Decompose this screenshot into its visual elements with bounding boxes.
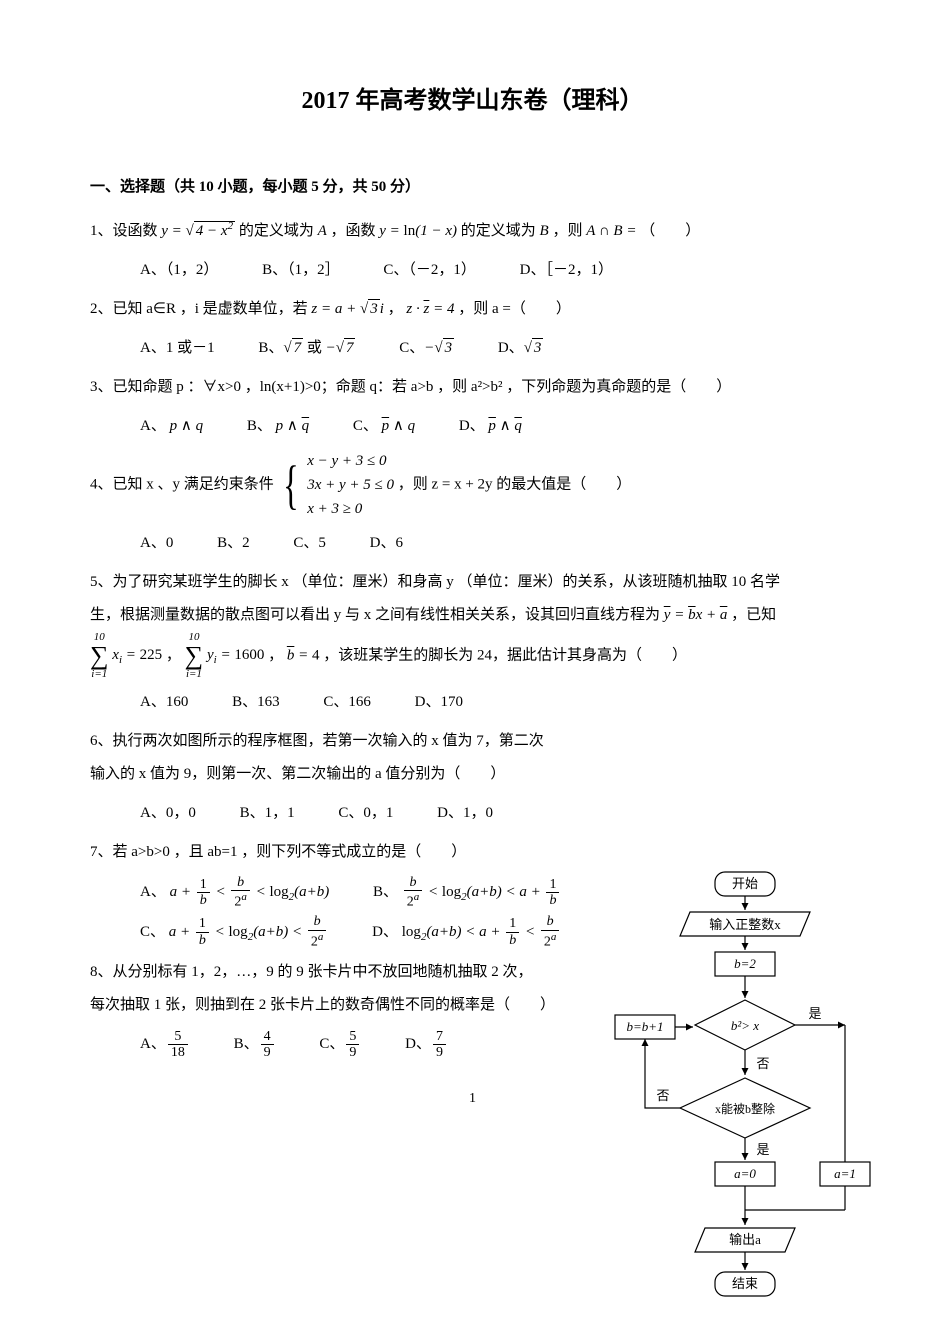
q2-m2: ，则 a =（ ）	[458, 301, 571, 317]
svg-text:a=0: a=0	[734, 1166, 756, 1181]
q4-C: C、5	[293, 535, 326, 551]
q4-post: ，则 z = x + 2y 的最大值是（ ）	[398, 476, 632, 492]
q6-l2: 输入的 x 值为 9，则第一次、第二次输出的 a 值分别为（ ）	[90, 758, 630, 791]
q1-options: A、（1，2） B、（1，2］ C、（－2，1） D、［－2，1）	[90, 254, 855, 287]
q2-options: A、1 或－1 B、√7 或 −√7 C、−√3 D、√3	[90, 332, 855, 365]
q1-blank: （ ）	[640, 223, 700, 239]
svg-text:b=2: b=2	[734, 956, 756, 971]
q8-A: A、518	[140, 1036, 190, 1052]
question-2: 2、已知 a∈R ，i 是虚数单位，若 z = a + √3i ， z · z …	[90, 293, 855, 326]
q5-l3: 10∑i=1 xi = 225 ， 10∑i=1 yi = 1600 ， b =…	[90, 632, 855, 680]
svg-text:否: 否	[756, 1056, 769, 1071]
q3-s: 3、已知命题 p ：∀x>0 ，ln(x+1)>0；命题 q：若 a>b ，则 …	[90, 379, 731, 395]
q1-m1: 的定义域为	[239, 223, 318, 239]
question-5: 5、为了研究某班学生的脚长 x （单位：厘米）和身高 y （单位：厘米）的关系，…	[90, 566, 855, 680]
q4-l2: 3x + y + 5 ≤ 0	[307, 473, 394, 497]
svg-text:b=b+1: b=b+1	[626, 1019, 663, 1034]
q5-B: B、163	[232, 694, 280, 710]
q5-l1: 5、为了研究某班学生的脚长 x （单位：厘米）和身高 y （单位：厘米）的关系，…	[90, 566, 855, 599]
page-title: 2017 年高考数学山东卷（理科）	[90, 80, 855, 115]
svg-text:输出a: 输出a	[729, 1232, 761, 1247]
q2-A: A、1 或－1	[140, 340, 215, 356]
q7-D: D、 log2(a+b) < a + 1b < b2a	[372, 924, 561, 940]
q2-D: D、√3	[498, 340, 544, 356]
q1-m2: ，函数	[331, 223, 380, 239]
svg-text:输入正整数x: 输入正整数x	[709, 917, 781, 932]
q7-A: A、 a + 1b < b2a < log2(a+b)	[140, 884, 329, 900]
q7-B: B、 b2a < log2(a+b) < a + 1b	[373, 884, 561, 900]
question-1: 1、设函数 y = √4 − x2 的定义域为 A ，函数 y = ln(1 −…	[90, 214, 855, 248]
q1-e: ，则	[552, 223, 586, 239]
q1-C: C、（－2，1）	[383, 262, 476, 278]
question-3: 3、已知命题 p ：∀x>0 ，ln(x+1)>0；命题 q：若 a>b ，则 …	[90, 371, 855, 404]
q6-l1: 6、执行两次如图所示的程序框图，若第一次输入的 x 值为 7，第二次	[90, 725, 630, 758]
svg-text:a=1: a=1	[834, 1166, 856, 1181]
section-header: 一、选择题（共 10 小题，每小题 5 分，共 50 分）	[90, 175, 855, 196]
q4-A: A、0	[140, 535, 173, 551]
q4-B: B、2	[217, 535, 250, 551]
question-7: 7、若 a>b>0 ，且 ab=1 ，则下列不等式成立的是（ ）	[90, 836, 630, 869]
svg-text:是: 是	[808, 1006, 821, 1021]
q1-D: D、［－2，1）	[520, 262, 613, 278]
q8-l1: 8、从分别标有 1，2，…，9 的 9 张卡片中不放回地随机抽取 2 次，	[90, 956, 630, 989]
q5-D: D、170	[415, 694, 463, 710]
q4-D: D、6	[370, 535, 403, 551]
svg-text:否: 否	[656, 1088, 669, 1103]
q6-options: A、0，0 B、1，1 C、0，1 D、1，0	[90, 797, 855, 830]
svg-text:b²> x: b²> x	[731, 1018, 759, 1033]
q3-options: A、 p ∧ q B、 p ∧ q C、 p ∧ q D、 p ∧ q	[90, 410, 855, 443]
q3-C: C、 p ∧ q	[353, 418, 415, 434]
q1-pre: 1、设函数	[90, 223, 161, 239]
q6-C: C、0，1	[338, 805, 393, 821]
q8-B: B、49	[234, 1036, 276, 1052]
q1-A: A、（1，2）	[140, 262, 218, 278]
question-8: 8、从分别标有 1，2，…，9 的 9 张卡片中不放回地随机抽取 2 次， 每次…	[90, 956, 630, 1022]
q3-B: B、 p ∧ q	[247, 418, 309, 434]
q3-A: A、 p ∧ q	[140, 418, 203, 434]
q4-l1: x − y + 3 ≤ 0	[307, 449, 394, 473]
q8-D: D、79	[405, 1036, 448, 1052]
q6-A: A、0，0	[140, 805, 196, 821]
q2-s: 2、已知 a∈R ，i 是虚数单位，若	[90, 301, 311, 317]
q5-C: C、166	[323, 694, 371, 710]
q2-m: ，	[388, 301, 403, 317]
q5-l2: 生，根据测量数据的散点图可以看出 y 与 x 之间有线性相关关系，设其回归直线方…	[90, 599, 855, 632]
q2-C: C、−√3	[399, 340, 454, 356]
flowchart-diagram: 开始 输入正整数x b=2 b²> x 是 否 b=b+1 x能	[605, 870, 885, 1310]
q8-l2: 每次抽取 1 张，则抽到在 2 张卡片上的数奇偶性不同的概率是（ ）	[90, 989, 630, 1022]
q5-options: A、160 B、163 C、166 D、170	[90, 686, 855, 719]
question-4: 4、已知 x 、y 满足约束条件 { x − y + 3 ≤ 0 3x + y …	[90, 449, 855, 521]
q7-C: C、 a + 1b < log2(a+b) < b2a	[140, 924, 328, 940]
q7-options: A、 a + 1b < b2a < log2(a+b) B、 b2a < log…	[90, 875, 680, 950]
q1-m3: 的定义域为	[461, 223, 540, 239]
q4-pre: 4、已知 x 、y 满足约束条件	[90, 476, 278, 492]
svg-text:结束: 结束	[732, 1276, 758, 1291]
exam-page: 2017 年高考数学山东卷（理科） 一、选择题（共 10 小题，每小题 5 分，…	[0, 0, 945, 1147]
question-6: 6、执行两次如图所示的程序框图，若第一次输入的 x 值为 7，第二次 输入的 x…	[90, 725, 630, 791]
svg-text:开始: 开始	[732, 876, 758, 891]
q6-B: B、1，1	[240, 805, 295, 821]
q4-options: A、0 B、2 C、5 D、6	[90, 527, 855, 560]
q6-D: D、1，0	[437, 805, 493, 821]
svg-text:x能被b整除: x能被b整除	[715, 1101, 775, 1116]
q2-B: B、√7 或 −√7	[258, 340, 355, 356]
q1-B: B、（1，2］	[262, 262, 340, 278]
q3-D: D、 p ∧ q	[459, 418, 522, 434]
q5-A: A、160	[140, 694, 188, 710]
svg-text:是: 是	[756, 1142, 769, 1157]
q8-C: C、59	[319, 1036, 361, 1052]
q4-l3: x + 3 ≥ 0	[307, 497, 394, 521]
